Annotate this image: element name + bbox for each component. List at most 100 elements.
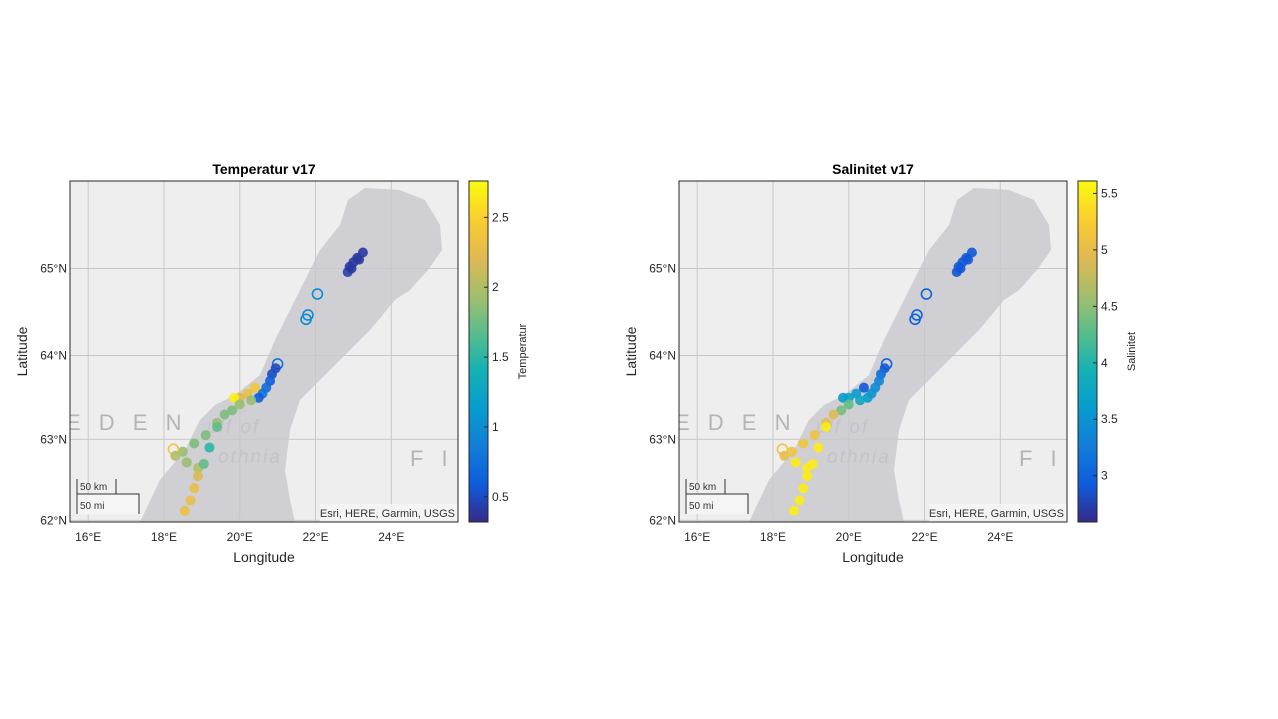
data-point <box>179 505 190 516</box>
data-point <box>200 430 211 441</box>
data-point <box>311 288 324 300</box>
data-point <box>234 399 245 410</box>
data-point <box>249 382 260 393</box>
data-point <box>189 483 200 494</box>
colorbar-gradient <box>1077 180 1098 523</box>
scale-km: 50 km <box>80 482 107 493</box>
scale-bar-bg <box>685 494 747 514</box>
x-axis-label: Longitude <box>842 549 904 565</box>
data-point <box>920 288 933 300</box>
data-point <box>181 457 192 468</box>
colorbar-label: Temperatur <box>517 323 529 379</box>
basemap-label-sweden: E D E N <box>66 410 187 435</box>
data-point <box>357 247 368 258</box>
colorbar-tick-label: 5.5 <box>1101 186 1118 200</box>
data-point <box>193 471 204 482</box>
chart-title: Temperatur v17 <box>212 161 315 177</box>
scale-bar <box>76 479 140 514</box>
data-point <box>177 446 188 457</box>
data-point <box>798 438 809 449</box>
attribution[interactable]: Esri, HERE, Garmin, USGS <box>320 508 455 520</box>
colorbar-tick-label: 0.5 <box>492 490 509 504</box>
data-point <box>219 409 230 420</box>
data-point <box>909 313 921 326</box>
x-tick-label: 18°E <box>760 530 786 544</box>
data-point <box>229 392 240 403</box>
colorbar-tick-label: 1 <box>492 420 499 434</box>
x-tick-label: 18°E <box>151 530 177 544</box>
x-tick-label: 20°E <box>836 530 862 544</box>
x-tick-label: 24°E <box>378 530 404 544</box>
axes-box <box>69 180 459 523</box>
y-tick-label: 63°N <box>40 432 67 446</box>
y-axis-label: Latitude <box>14 326 30 376</box>
attribution-bg <box>929 504 1067 522</box>
data-point <box>836 405 847 416</box>
basemap-label-bothnia: othnia <box>218 447 282 468</box>
x-tick-label: 22°E <box>911 530 937 544</box>
data-point <box>813 442 824 453</box>
y-tick-label: 65°N <box>40 262 67 276</box>
y-axis-label: Latitude <box>623 326 639 376</box>
x-tick-label: 22°E <box>302 530 328 544</box>
scale-mi: 50 mi <box>80 501 104 512</box>
attribution[interactable]: Esri, HERE, Garmin, USGS <box>929 508 1064 520</box>
y-tick-label: 63°N <box>649 432 676 446</box>
colorbar-tick-label: 2.5 <box>492 210 509 224</box>
data-point <box>821 421 832 432</box>
data-point <box>828 409 839 420</box>
axes-box <box>678 180 1068 523</box>
data-point <box>802 471 813 482</box>
basemap-label-finland: F I <box>410 446 454 471</box>
x-tick-label: 20°E <box>227 530 253 544</box>
x-tick-label: 16°E <box>684 530 710 544</box>
data-point <box>198 458 209 469</box>
basemap-label-bothnia: othnia <box>827 447 891 468</box>
data-point <box>798 483 809 494</box>
scale-bar <box>685 479 749 514</box>
data-point <box>204 442 215 453</box>
y-tick-label: 62°N <box>649 513 676 527</box>
data-point <box>862 392 873 403</box>
data-point <box>212 421 223 432</box>
data-point <box>855 395 866 406</box>
data-point <box>246 395 257 406</box>
data-point <box>786 446 797 457</box>
colorbar-tick-label: 3 <box>1101 469 1108 483</box>
data-point <box>843 399 854 410</box>
colorbar-tick-label: 1.5 <box>492 350 509 364</box>
data-point <box>300 313 312 326</box>
data-point <box>794 495 805 506</box>
data-point <box>858 382 869 393</box>
y-tick-label: 64°N <box>649 348 676 362</box>
attribution-bg <box>320 504 458 522</box>
y-tick-label: 65°N <box>649 262 676 276</box>
scale-bar-bg <box>76 494 138 514</box>
x-axis-label: Longitude <box>233 549 295 565</box>
x-tick-label: 24°E <box>987 530 1013 544</box>
data-point <box>790 457 801 468</box>
colorbar[interactable]: 0.5 1 1.5 2 2.5 Temperatur <box>468 180 529 523</box>
data-point <box>788 505 799 516</box>
y-tick-label: 64°N <box>40 348 67 362</box>
chart-title: Salinitet v17 <box>832 161 914 177</box>
data-point <box>807 458 818 469</box>
basemap-label-finland: F I <box>1019 446 1063 471</box>
data-point <box>189 438 200 449</box>
scale-km: 50 km <box>689 482 716 493</box>
data-point <box>779 450 790 461</box>
data-point <box>253 392 264 403</box>
colorbar-tick-label: 4.5 <box>1101 299 1118 313</box>
basemap-label-sweden: E D E N <box>675 410 796 435</box>
data-point <box>227 405 238 416</box>
x-tick-label: 16°E <box>75 530 101 544</box>
colorbar-gradient <box>468 180 489 523</box>
colorbar-tick-label: 2 <box>492 280 499 294</box>
colorbar-tick-label: 5 <box>1101 243 1108 257</box>
colorbar[interactable]: 3 3.5 4 4.5 5 5.5 Salinitet <box>1077 180 1138 523</box>
